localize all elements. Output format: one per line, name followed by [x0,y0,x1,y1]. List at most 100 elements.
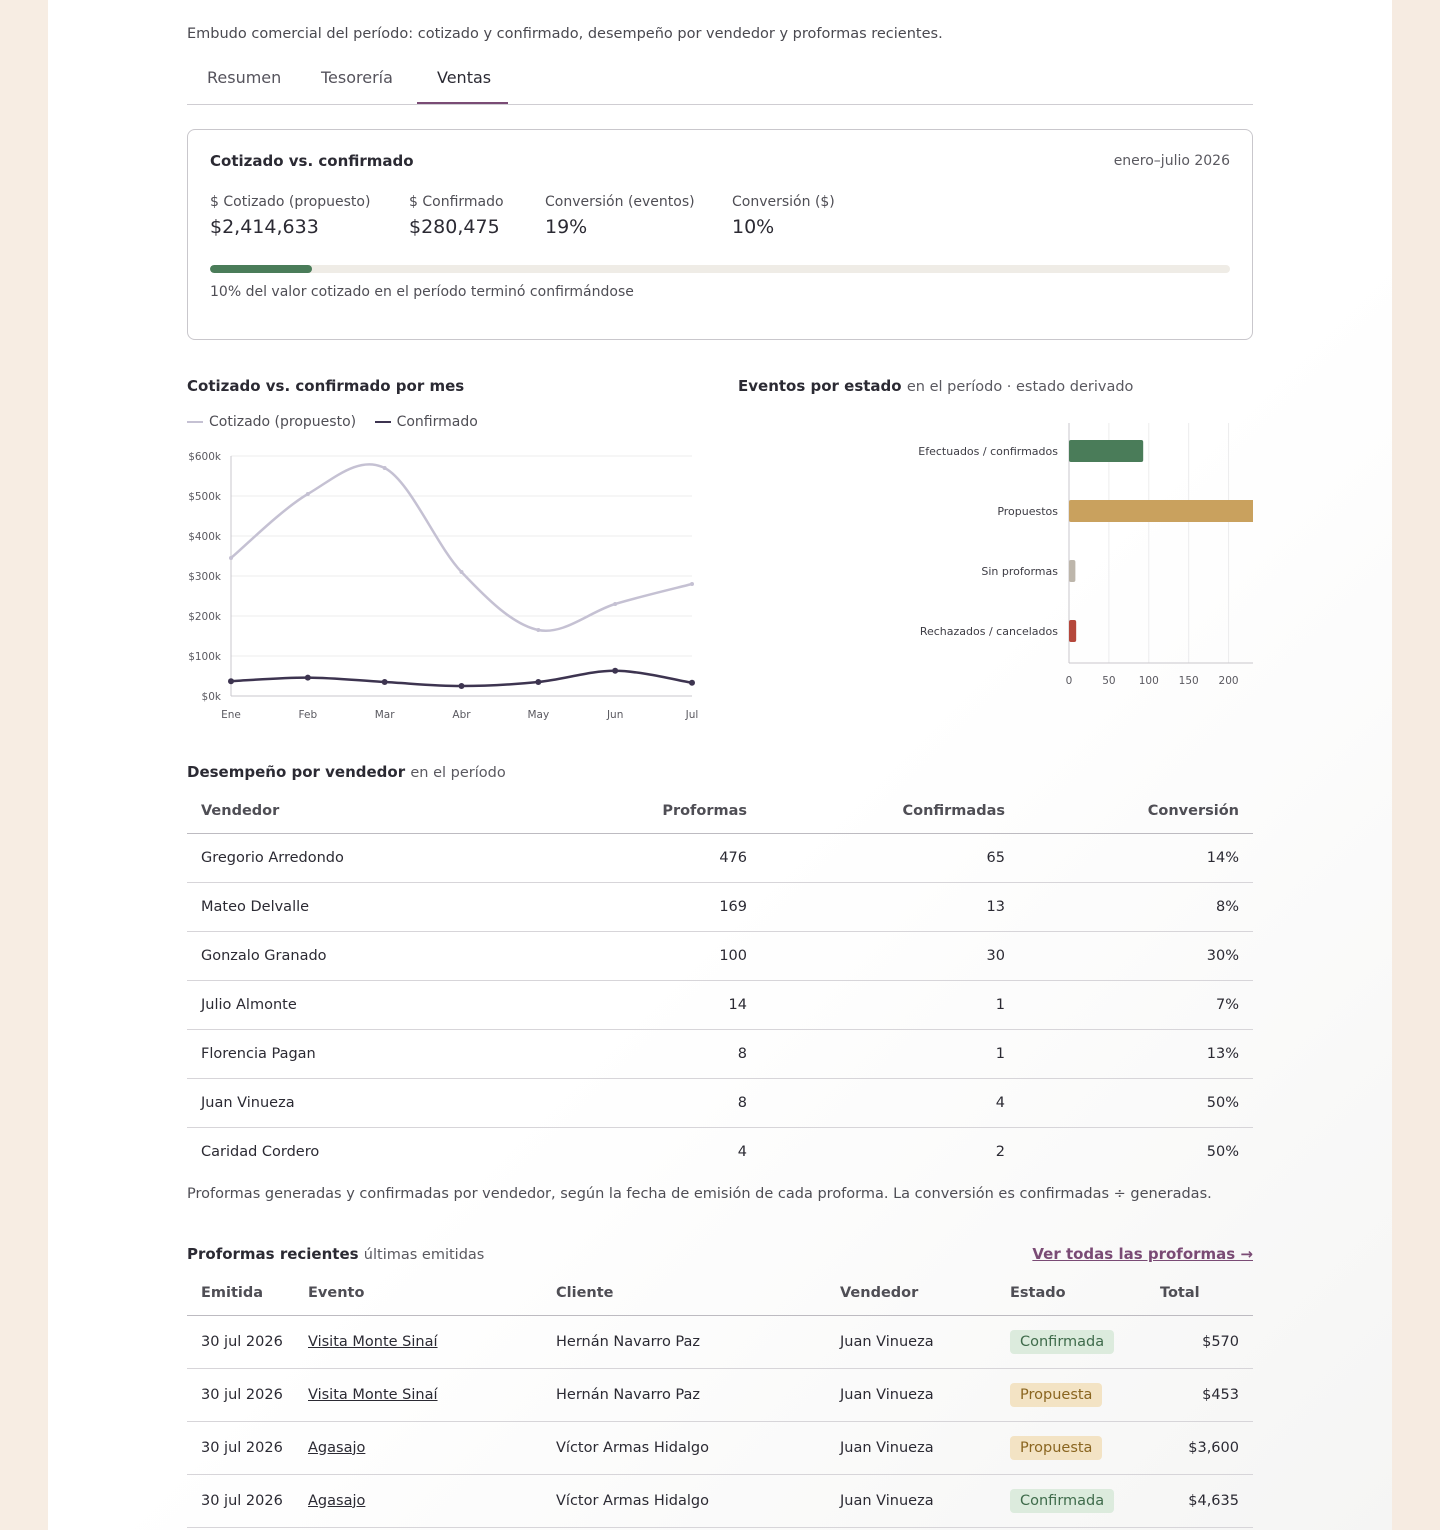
client-name: Hernán Navarro Paz [556,1333,701,1350]
event-link[interactable]: Visita Monte Sinaí [308,1333,438,1350]
proforma-total-cell: $3,600 [1160,1421,1253,1475]
x-tick-label: 50 [1102,675,1115,687]
status-chart-title-text: Eventos por estado [738,377,902,395]
proforma-total-cell: $4,635 [1160,1474,1253,1528]
confirmed-count: 13 [747,882,1005,932]
table-row: Gonzalo Granado 100 30 30% [187,931,1253,981]
event-link[interactable]: Visita Monte Sinaí [308,1386,438,1403]
seller-name: Juan Vinueza [840,1439,934,1456]
col-total[interactable]: Total [1160,1272,1253,1316]
series-line-cotizado [230,463,693,633]
client-name-cell: Víctor Armas Hidalgo [556,1421,840,1475]
data-point [304,674,311,681]
x-tick-label: 100 [1139,675,1159,687]
bar-category-label: Rechazados / cancelados [920,625,1058,638]
vendor-name: Gregorio Arredondo [187,833,607,883]
vendor-name: Florencia Pagan [187,1029,607,1079]
kpi-label: Conversión (eventos) [545,194,695,210]
table-row: 30 jul 2026 Visita Monte Sinaí Hernán Nava… [187,1368,1253,1422]
col-vendedor[interactable]: Vendedor [840,1272,1010,1316]
confirmed-count: 1 [747,980,1005,1030]
view-all-proformas-link[interactable]: Ver todas las proformas → [1032,1245,1253,1263]
legend-item-confirmado: Confirmado [374,414,478,430]
monthly-chart-legend: Cotizado (propuesto) Confirmado [187,414,492,430]
proforma-total: $3,600 [1188,1439,1239,1456]
client-name: Víctor Armas Hidalgo [556,1439,709,1456]
x-tick-label: 0 [1066,675,1073,687]
client-name: Hernán Navarro Paz [556,1386,701,1403]
status-badge-cell: Propuesta [1010,1421,1160,1475]
proformas-subtitle: últimas emitidas [363,1247,485,1263]
col-proformas[interactable]: Proformas [607,790,747,834]
kpi-value: 19% [545,216,588,238]
proforma-total-cell: $570 [1160,1315,1253,1369]
x-tick-label: Mar [375,709,395,721]
table-header-row: Emitida Evento Cliente Vendedor Estado T… [187,1272,1253,1316]
proformas-count: 476 [607,833,747,883]
event-link[interactable]: Agasajo [308,1439,366,1456]
issue-date-cell: 30 jul 2026 [187,1421,308,1475]
progress-note: 10% del valor cotizado en el período ter… [210,284,634,300]
vendor-name: Gonzalo Granado [187,931,607,981]
data-point [536,628,541,632]
event-link-cell: Visita Monte Sinaí [308,1315,556,1369]
proforma-total-cell: $453 [1160,1368,1253,1422]
y-tick-label: $100k [188,651,222,663]
data-point [381,679,388,685]
issue-date: 30 jul 2026 [201,1439,283,1456]
conversion-rate: 50% [1005,1078,1253,1128]
legend-swatch [374,421,391,423]
col-vendedor[interactable]: Vendedor [187,790,607,834]
col-emitida[interactable]: Emitida [187,1272,308,1316]
table-row: Julio Almonte 14 1 7% [187,980,1253,1030]
tab-resumen[interactable]: Resumen [207,68,282,87]
legend-label: Cotizado (propuesto) [209,414,357,430]
col-conversion[interactable]: Conversión [1005,790,1253,834]
summary-card: Cotizado vs. confirmado enero–julio 2026… [187,129,1253,340]
vendors-title-text: Desempeño por vendedor [187,763,406,781]
tab-ventas[interactable]: Ventas [437,68,492,87]
col-confirmadas[interactable]: Confirmadas [747,790,1005,834]
col-cliente[interactable]: Cliente [556,1272,840,1316]
table-row: Caridad Cordero 4 2 50% [187,1127,1253,1176]
proformas-count: 14 [607,980,747,1030]
x-tick-label: Jun [606,709,623,721]
event-link-cell: Agasajo [308,1474,556,1528]
legend-label: Confirmado [396,414,478,430]
kpi-confirmado: $ Confirmado $280,475 [409,194,504,238]
table-row: 30 jul 2026 Agasajo Víctor Armas Hidalgo Ju… [187,1421,1253,1475]
proformas-title-text: Proformas recientes [187,1245,359,1263]
confirmed-count: 65 [747,833,1005,883]
data-point [229,556,233,560]
vendor-name: Juan Vinueza [187,1078,607,1128]
status-chart-title: Eventos por estado en el período · estad… [738,377,1133,395]
proformas-title: Proformas recientes últimas emitidas [187,1245,484,1263]
proformas-count: 4 [737,1143,747,1160]
table-row: 30 jul 2026 Agasajo Víctor Armas Hidalgo Ju… [187,1474,1253,1528]
x-tick-label: Feb [299,709,318,721]
x-tick-label: 150 [1179,675,1199,687]
conversion-rate: 14% [1005,833,1253,883]
event-link[interactable]: Agasajo [308,1492,366,1509]
conversion-rate: 8% [1005,882,1253,932]
conversion-rate: 50% [1206,1143,1239,1160]
status-badge: Confirmada [1010,1329,1115,1354]
summary-title: Cotizado vs. confirmado [210,152,414,170]
col-estado[interactable]: Estado [1010,1272,1160,1316]
status-bar-chart: 050100150200250300350400450Efectuados / … [918,423,1253,687]
col-evento[interactable]: Evento [308,1272,556,1316]
vendor-name: Julio Almonte [187,980,607,1030]
issue-date-cell: 30 jul 2026 [187,1474,308,1528]
vendor-name: Caridad Cordero [201,1143,320,1160]
y-tick-label: $300k [188,571,222,583]
seller-name-cell: Juan Vinueza [840,1368,1010,1422]
status-badge-cell: Propuesta [1010,1368,1160,1422]
seller-name-cell: Juan Vinueza [840,1474,1010,1528]
kpi-cotizado: $ Cotizado (propuesto) $2,414,633 [210,194,370,238]
tab-tesoreria[interactable]: Tesorería [321,68,393,87]
proformas-count: 100 [607,931,747,981]
client-name-cell: Hernán Navarro Paz [556,1315,840,1369]
conversion-progress-bar [210,265,1230,273]
bar-3 [1069,620,1077,642]
proforma-total: $570 [1202,1333,1239,1350]
